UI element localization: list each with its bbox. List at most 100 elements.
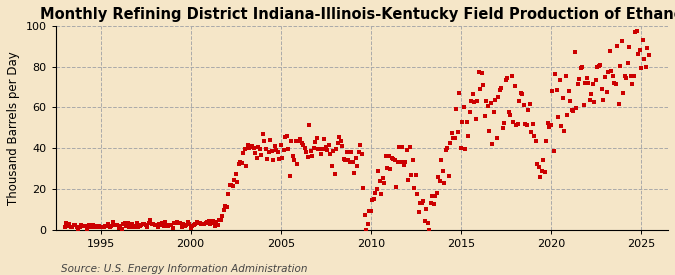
Point: [247, 144, 258, 148]
Point: [565, 99, 576, 103]
Point: [321, 145, 331, 149]
Point: [483, 103, 493, 108]
Point: [207, 221, 217, 226]
Point: [211, 219, 221, 224]
Point: [262, 156, 273, 161]
Point: [77, 224, 88, 229]
Point: [86, 225, 97, 229]
Point: [383, 154, 394, 158]
Point: [454, 90, 465, 95]
Point: [603, 70, 614, 75]
Point: [187, 224, 198, 228]
Point: [263, 150, 274, 154]
Point: [176, 225, 187, 229]
Point: [277, 156, 288, 160]
Point: [92, 225, 103, 230]
Point: [288, 154, 298, 158]
Point: [626, 82, 637, 86]
Point: [478, 83, 489, 88]
Point: [149, 223, 160, 228]
Point: [104, 224, 115, 229]
Point: [365, 209, 376, 213]
Point: [570, 50, 580, 54]
Point: [302, 155, 313, 159]
Point: [124, 225, 134, 229]
Point: [597, 86, 608, 91]
Point: [491, 136, 502, 140]
Point: [496, 86, 507, 90]
Point: [286, 139, 296, 143]
Point: [436, 158, 447, 162]
Point: [373, 169, 383, 174]
Point: [489, 110, 500, 114]
Point: [311, 135, 322, 140]
Point: [146, 221, 157, 226]
Point: [94, 224, 105, 229]
Point: [493, 95, 504, 100]
Point: [499, 121, 510, 125]
Point: [221, 204, 232, 209]
Point: [631, 28, 642, 33]
Point: [501, 77, 512, 82]
Point: [473, 70, 484, 74]
Point: [234, 162, 244, 167]
Point: [227, 184, 238, 188]
Point: [224, 183, 235, 188]
Point: [510, 83, 520, 88]
Point: [240, 147, 250, 151]
Point: [158, 224, 169, 229]
Point: [209, 224, 220, 228]
Text: Source: U.S. Energy Information Administration: Source: U.S. Energy Information Administ…: [61, 264, 307, 274]
Point: [329, 172, 340, 176]
Point: [269, 144, 280, 148]
Point: [214, 218, 225, 222]
Point: [290, 139, 301, 143]
Point: [116, 227, 127, 231]
Point: [340, 158, 351, 163]
Point: [549, 149, 560, 153]
Point: [356, 152, 367, 156]
Point: [130, 224, 140, 228]
Point: [555, 78, 566, 82]
Point: [572, 82, 583, 86]
Point: [101, 224, 112, 228]
Point: [446, 131, 457, 135]
Point: [280, 135, 291, 139]
Point: [412, 192, 423, 196]
Point: [163, 223, 173, 228]
Point: [125, 225, 136, 230]
Point: [397, 144, 408, 149]
Point: [630, 30, 641, 35]
Point: [335, 139, 346, 144]
Point: [194, 220, 205, 225]
Point: [487, 142, 497, 146]
Point: [618, 91, 628, 95]
Point: [358, 186, 369, 191]
Point: [558, 95, 568, 100]
Point: [349, 171, 360, 175]
Point: [301, 150, 312, 154]
Point: [350, 156, 361, 160]
Point: [157, 220, 167, 225]
Point: [188, 223, 199, 227]
Y-axis label: Thousand Barrels per Day: Thousand Barrels per Day: [7, 51, 20, 205]
Point: [599, 75, 610, 79]
Point: [518, 103, 529, 108]
Point: [607, 74, 618, 78]
Point: [429, 202, 439, 206]
Point: [215, 218, 226, 222]
Point: [460, 147, 470, 151]
Point: [566, 108, 577, 112]
Point: [367, 197, 378, 202]
Point: [151, 223, 161, 227]
Point: [322, 148, 333, 152]
Point: [229, 178, 240, 182]
Point: [184, 222, 194, 226]
Point: [640, 65, 651, 69]
Point: [148, 222, 159, 226]
Point: [586, 92, 597, 96]
Point: [531, 139, 541, 144]
Point: [142, 225, 153, 229]
Point: [117, 222, 128, 226]
Point: [589, 100, 600, 104]
